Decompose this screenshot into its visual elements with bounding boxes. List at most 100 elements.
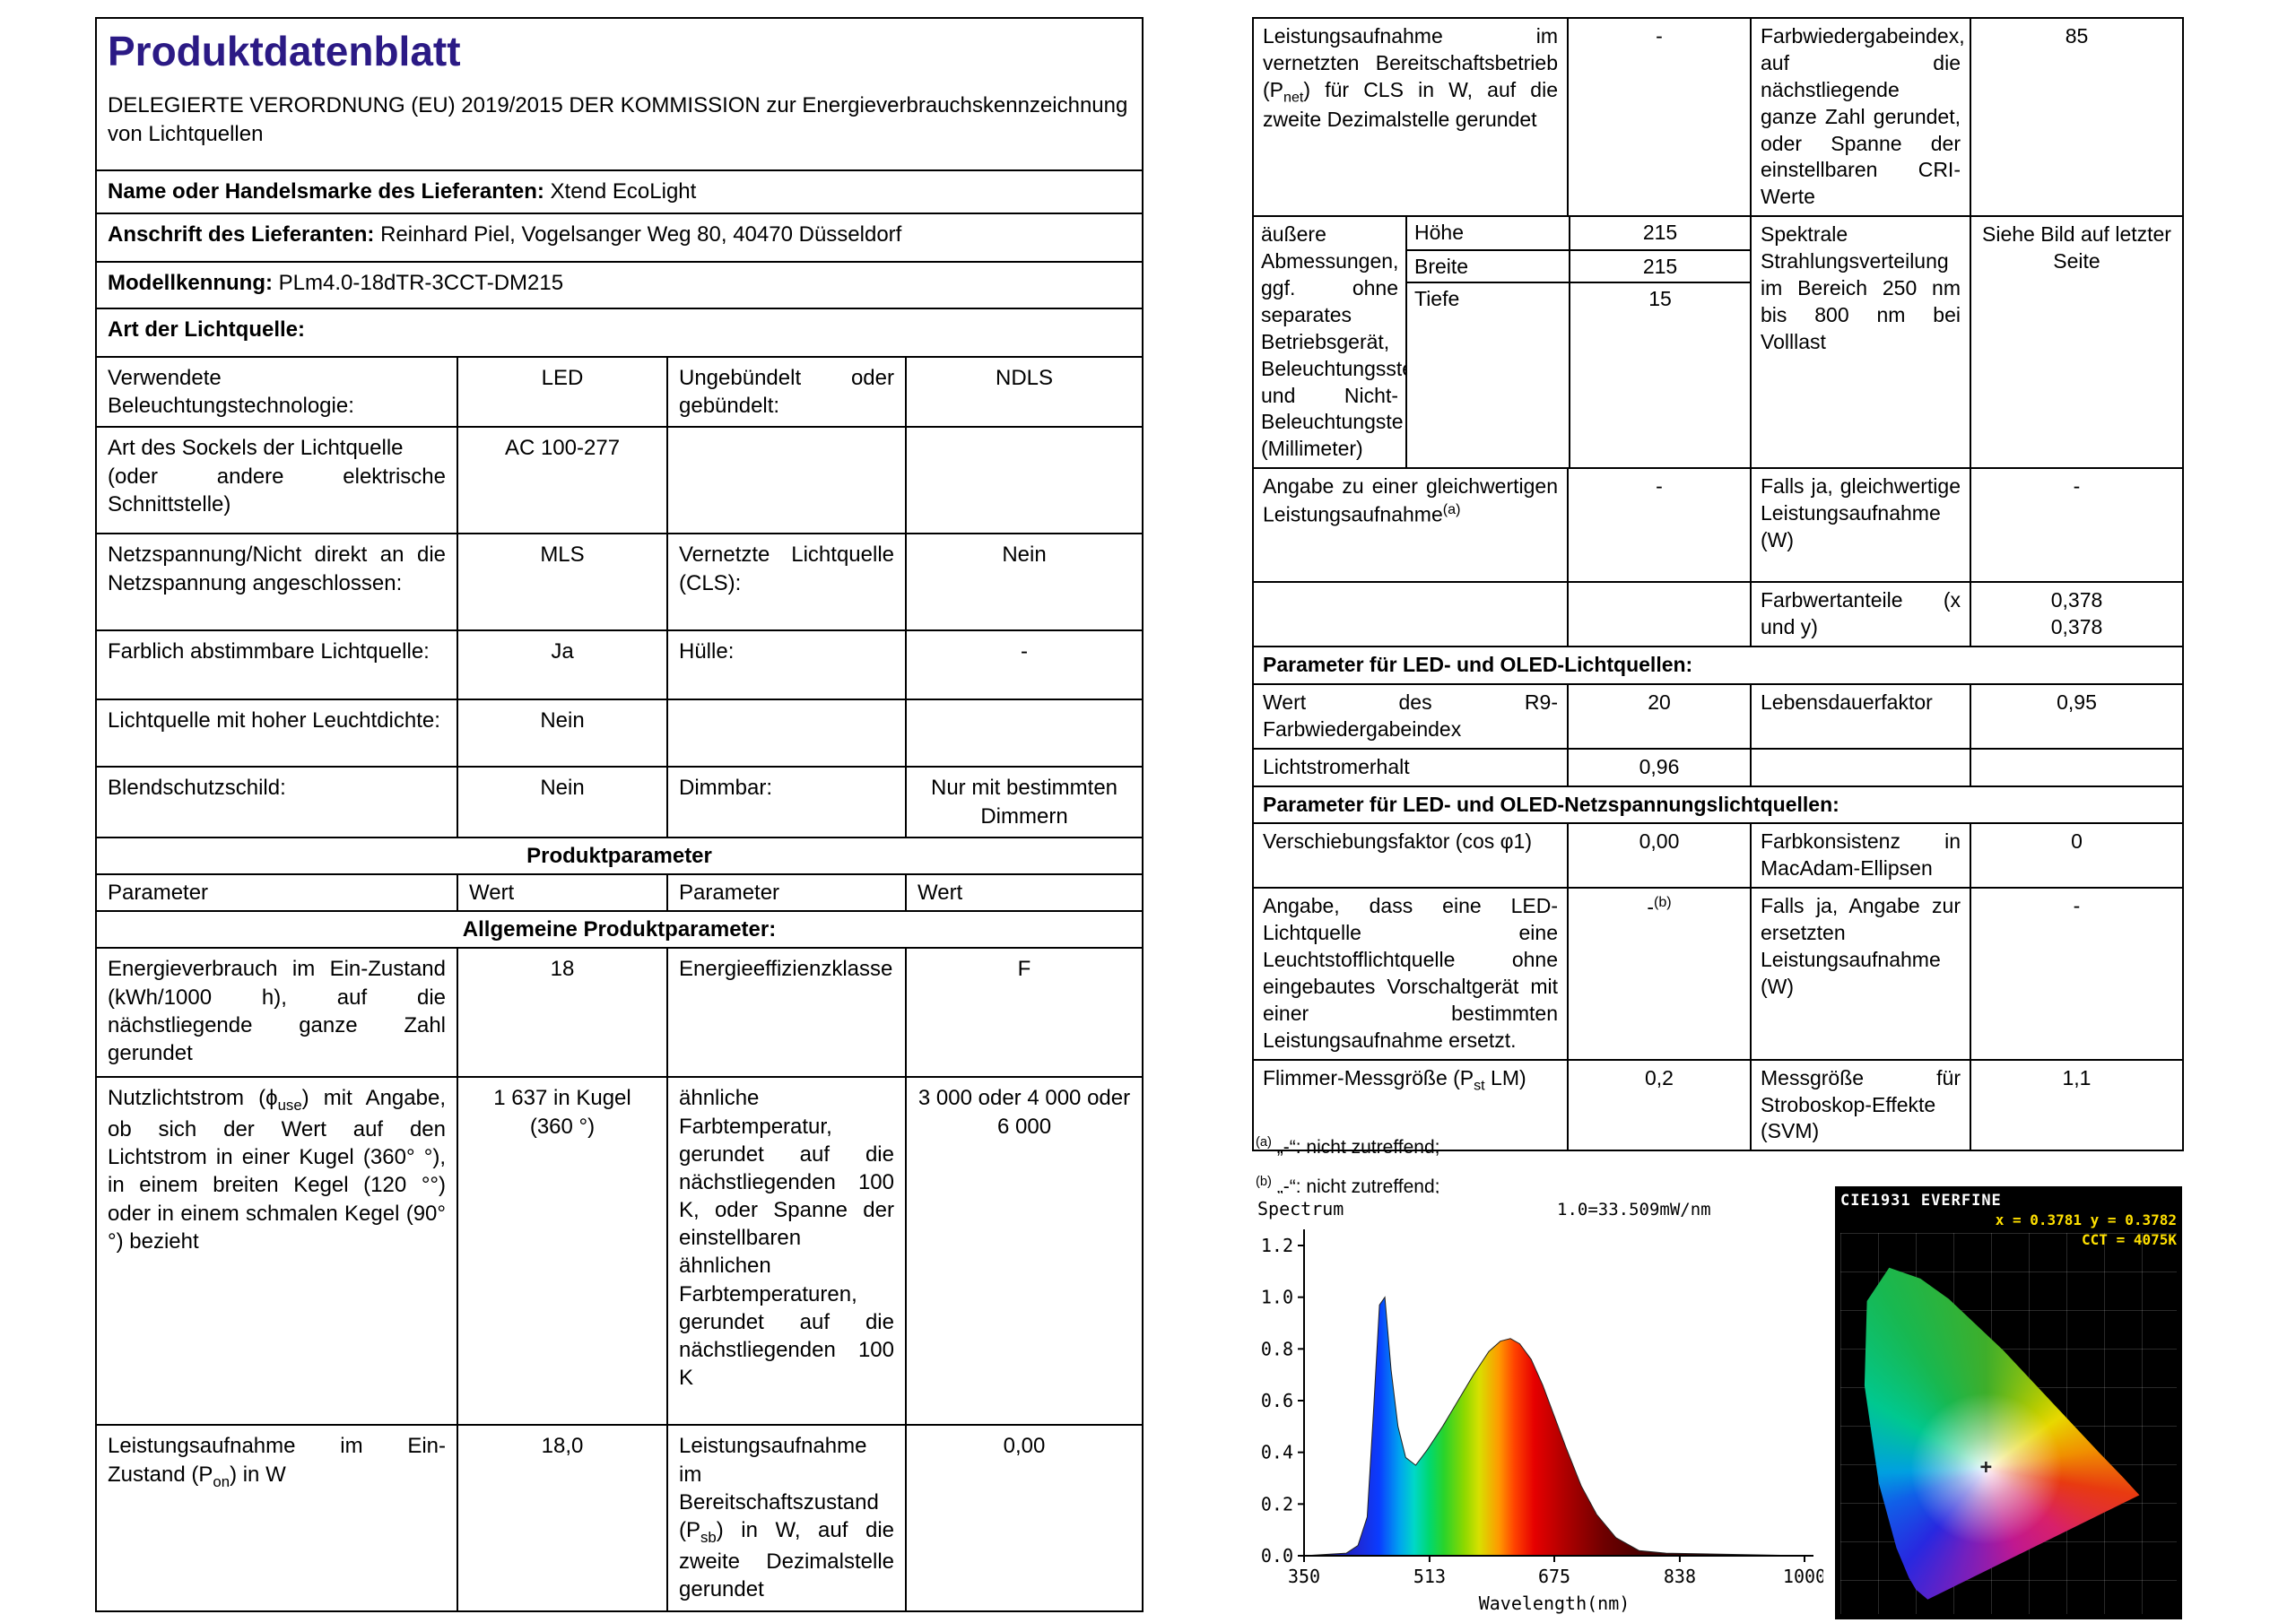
footnotes: (a) „-“: nicht zutreffend; (b) „-“: nich… (1256, 1125, 1439, 1204)
param-value: Siehe Bild auf letzter Seite (1970, 215, 2184, 470)
param-value: - (904, 629, 1144, 701)
param-label: Lebensdauerfaktor (1750, 682, 1971, 750)
param-value: - (1567, 467, 1752, 584)
param-label: Flimmer-Messgröße (Pst LM) (1252, 1058, 1569, 1152)
param-value: 0,95 (1970, 682, 2184, 750)
led-oled-header: Parameter für LED- und OLED-Lichtquellen… (1252, 646, 2184, 685)
y-tick-label: 0.4 (1261, 1442, 1293, 1463)
param-value: AC 100-277 (457, 426, 668, 535)
param-value: 85 (1970, 16, 2184, 218)
dim-width-label: Breite (1407, 249, 1569, 282)
dim-height-label: Höhe (1414, 221, 1464, 245)
cie-title-text: CIE1931 (1840, 1192, 1911, 1210)
param-label: Farblich abstimmbare Lichtquelle: (95, 629, 458, 701)
param-value: 18 (457, 947, 668, 1079)
param-value: MLS (457, 533, 668, 632)
param-value: Nur mit bestimmten Dimmern (904, 766, 1144, 838)
param-value: - (1970, 887, 2184, 1061)
cie-xy-value: x = 0.3781 y = 0.3782 (1995, 1211, 2177, 1228)
param-label: Vernetzte Lichtquelle (CLS): (666, 533, 907, 632)
cie-point-marker: + (1979, 1456, 1993, 1480)
y-tick-label: 0.6 (1261, 1390, 1293, 1411)
model-row: Modellkennung: PLm4.0-18dTR-3CCT-DM215 (94, 261, 1144, 309)
model-value: PLm4.0-18dTR-3CCT-DM215 (278, 271, 564, 295)
param-label: Verschiebungsfaktor (cos φ1) (1252, 822, 1569, 890)
dim-depth-label: Tiefe (1407, 282, 1569, 467)
page-subtitle: DELEGIERTE VERORDNUNG (EU) 2019/2015 DER… (108, 92, 1128, 147)
column-header: Wert (457, 872, 668, 913)
param-label: Verwendete Beleuchtungstechnologie: (95, 355, 458, 429)
param-label: Art des Sockels der Lichtquelle (oder and… (95, 426, 458, 535)
param-value: 3 000 oder 4 000 oder 6 000 (904, 1076, 1144, 1427)
footnote-a: (a) „-“: nicht zutreffend; (1256, 1135, 1440, 1158)
param-value: 0,00 (1567, 822, 1752, 890)
param-value: 0,96 (1567, 747, 1752, 787)
param-value: Nein (457, 766, 668, 838)
param-label: Leistungsaufnahme im vernetzten Bereitsc… (1252, 16, 1569, 218)
param-value: Nein (904, 533, 1144, 632)
param-label (666, 699, 907, 768)
x-tick-label: 513 (1413, 1566, 1446, 1587)
param-label: Falls ja, Angabe zur ersetzten Leistungs… (1750, 887, 1971, 1061)
supplier-address-row: Anschrift des Lieferanten: Reinhard Piel… (94, 213, 1144, 263)
param-label: Angabe, dass eine LED-Lichtquelle eine L… (1252, 887, 1569, 1061)
param-value: 0 (1970, 822, 2184, 890)
x-tick-label: 1000 (1783, 1566, 1823, 1587)
param-label: Lichtstromerhalt (1252, 747, 1569, 787)
param-value: 20 (1567, 682, 1752, 750)
param-label: Lichtquelle mit hoher Leuchtdichte: (95, 699, 458, 768)
y-tick-label: 0.0 (1261, 1545, 1293, 1567)
param-value (904, 699, 1144, 768)
param-label: Angabe zu einer gleichwertigen Leistungs… (1252, 467, 1569, 584)
model-label: Modellkennung: (108, 271, 273, 295)
param-value: 1,1 (1970, 1058, 2184, 1152)
x-axis-label: Wavelength(nm) (1479, 1593, 1631, 1614)
param-value: -(b) (1567, 887, 1752, 1061)
param-label (1252, 581, 1569, 648)
mains-voltage-header: Parameter für LED- und OLED-Netzspannung… (1252, 785, 2184, 825)
supplier-name-value: Xtend EcoLight (550, 179, 697, 204)
param-label: Falls ja, gleichwertige Leistungsaufnahm… (1750, 467, 1971, 584)
cie1931-chart: CIE1931 EVERFINE x = 0.3781 y = 0.3782 C… (1835, 1186, 2182, 1619)
spectrum-scale-annotation: 1.0=33.509mW/nm (1557, 1200, 1711, 1219)
title-cell: Produktdatenblatt DELEGIERTE VERORDNUNG … (94, 17, 1144, 171)
param-value: - (1567, 16, 1752, 218)
param-value (904, 426, 1144, 535)
param-label: Wert des R9-Farbwiedergabeindex (1252, 682, 1569, 750)
param-value: 0,2 (1567, 1058, 1752, 1152)
product-datasheet-table: Produktdatenblatt DELEGIERTE VERORDNUNG … (94, 17, 1144, 1613)
spectrum-title: Spectrum (1257, 1198, 1344, 1219)
y-tick-label: 1.2 (1261, 1235, 1293, 1256)
dimensions-grid: äußere Abmessungen, ggf. ohne separates … (1254, 217, 1750, 468)
param-value: Nein (457, 699, 668, 768)
spectrum-svg: 0.0 0.2 0.4 0.6 0.8 1.0 1.2 350 513 675 838 1000 Wav… (1257, 1198, 1826, 1614)
param-label (1750, 747, 1971, 787)
supplier-address-value: Reinhard Piel, Vogelsanger Weg 80, 40470… (380, 222, 902, 247)
column-header: Parameter (666, 872, 907, 913)
param-value: 0,00 (904, 1424, 1144, 1613)
param-value: - (1970, 467, 2184, 584)
light-source-type-header: Art der Lichtquelle: (94, 308, 1144, 358)
x-tick-label: 675 (1538, 1566, 1570, 1587)
param-label: Netzspannung/Nicht direkt an die Netzspa… (95, 533, 458, 632)
param-label: Messgröße für Stroboskop-Effekte (SVM) (1750, 1058, 1971, 1152)
param-value: NDLS (904, 355, 1144, 429)
param-value (1567, 581, 1752, 648)
product-parameters-header: Produktparameter (94, 836, 1144, 875)
param-label: Spektrale Strahlungsverteilung im Bereic… (1750, 215, 1971, 470)
x-tick-label: 350 (1288, 1566, 1320, 1587)
dimensions-cell: äußere Abmessungen, ggf. ohne separates … (1252, 215, 1752, 470)
x-tick-label: 838 (1664, 1566, 1696, 1587)
y-tick-label: 1.0 (1261, 1287, 1293, 1308)
supplier-address-label: Anschrift des Lieferanten: (108, 222, 375, 247)
param-value: 0,378 0,378 (1970, 581, 2184, 648)
dim-depth-value: 15 (1569, 282, 1750, 468)
param-label: Farbwiedergabeindex, auf die nächstliege… (1750, 16, 1971, 218)
param-value: Ja (457, 629, 668, 701)
param-label: Energieeffizienzklasse (666, 947, 907, 1079)
param-value: F (904, 947, 1144, 1079)
page-title: Produktdatenblatt (108, 28, 461, 74)
param-label: Leistungsaufnahme im Ein-Zustand (Pon) i… (95, 1424, 458, 1613)
column-header: Parameter (95, 872, 458, 913)
cie-brand-text: EVERFINE (1920, 1192, 2002, 1210)
